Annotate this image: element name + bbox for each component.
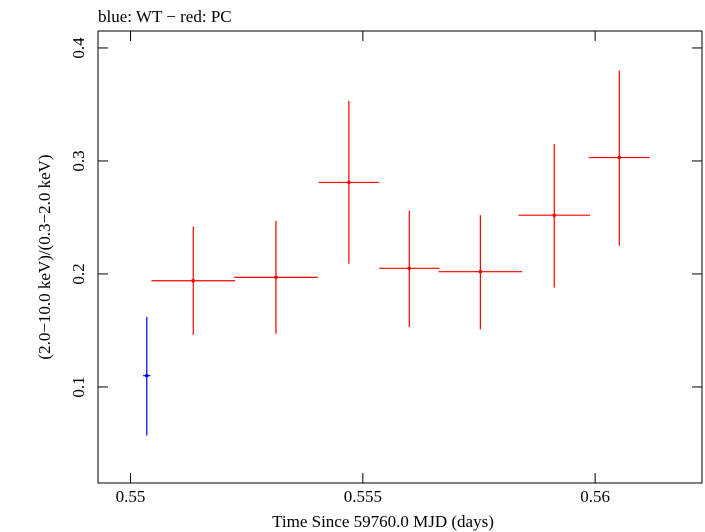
y-tick-label: 0.2 xyxy=(69,263,88,284)
point-marker xyxy=(478,269,483,274)
x-tick-label: 0.55 xyxy=(116,487,146,506)
y-tick-label: 0.1 xyxy=(69,376,88,397)
x-axis: 0.55 0.555 0.56 xyxy=(116,31,610,506)
x-tick-label: 0.56 xyxy=(580,487,610,506)
data-points xyxy=(143,70,650,436)
x-tick-label: 0.555 xyxy=(344,487,382,506)
point-marker xyxy=(617,155,622,160)
y-tick-label: 0.4 xyxy=(69,37,88,59)
data-point xyxy=(143,316,151,436)
data-point xyxy=(234,220,318,334)
point-marker xyxy=(191,278,196,283)
data-point xyxy=(379,210,440,328)
point-marker xyxy=(552,213,557,217)
y-tick-label: 0.3 xyxy=(69,150,88,171)
data-point xyxy=(518,144,591,288)
point-marker xyxy=(407,266,412,271)
y-axis: 0.1 0.2 0.3 0.4 xyxy=(69,37,702,398)
data-point xyxy=(318,101,380,264)
point-marker xyxy=(347,180,351,185)
point-marker xyxy=(274,275,278,280)
point-marker xyxy=(144,373,149,378)
chart-title: blue: WT − red: PC xyxy=(98,7,232,26)
plot-frame xyxy=(97,30,703,484)
data-point xyxy=(151,226,236,335)
data-point xyxy=(438,215,523,330)
data-point xyxy=(589,70,650,246)
y-axis-label: (2.0−10.0 keV)/(0.3−2.0 keV) xyxy=(35,154,54,359)
x-axis-label: Time Since 59760.0 MJD (days) xyxy=(272,512,494,531)
